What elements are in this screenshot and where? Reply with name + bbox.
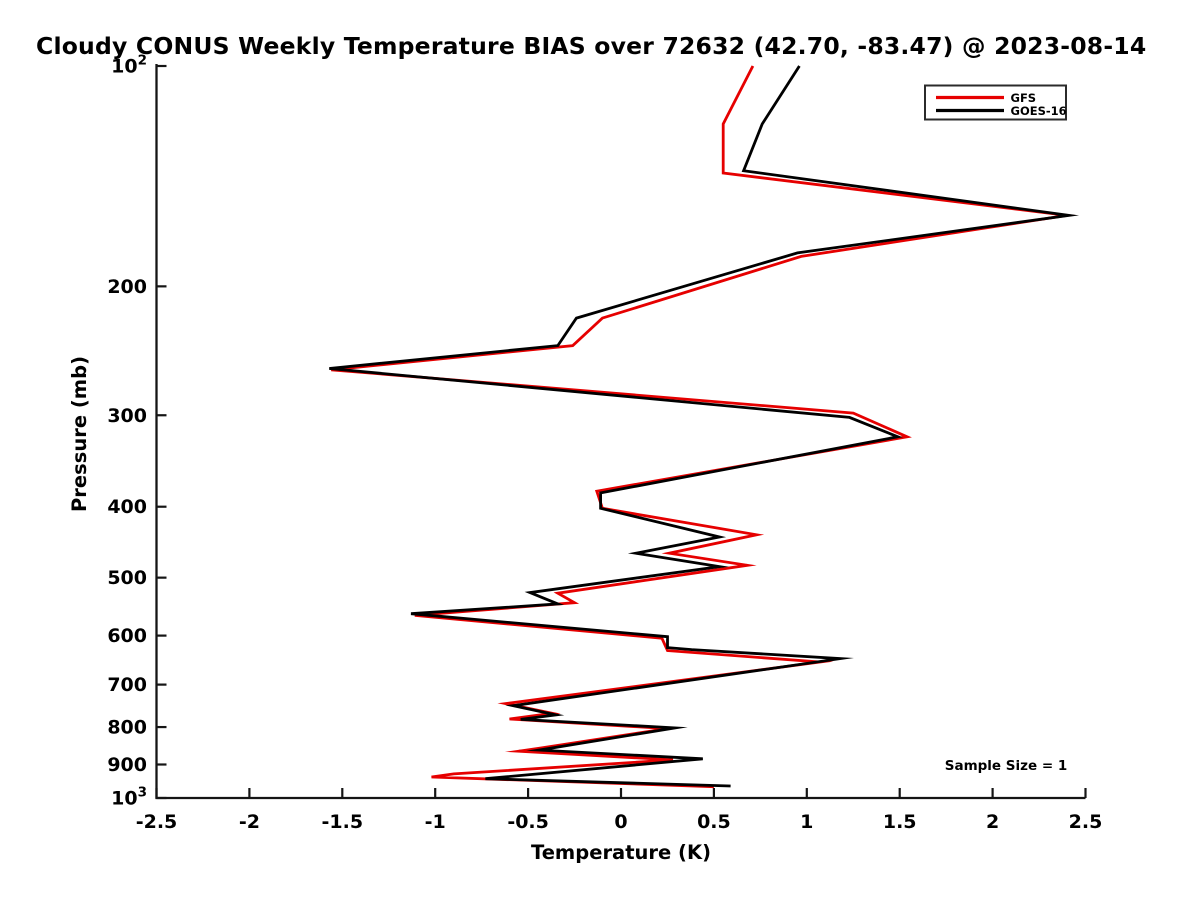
series-line-gfs	[331, 65, 1078, 789]
y-tick-label: 800	[107, 717, 147, 739]
series-line-goes-16	[329, 65, 1080, 788]
x-tick-label: -0.5	[507, 811, 549, 833]
y-tick-label: 600	[107, 625, 147, 647]
x-tick-label: 2.5	[1069, 811, 1103, 833]
y-tick-label: 700	[107, 674, 147, 696]
legend-label: GOES-16	[1011, 104, 1067, 118]
x-tick-label: 0	[614, 811, 627, 833]
x-tick-label: -2	[239, 811, 260, 833]
y-tick-label: 103	[111, 785, 147, 810]
x-tick-label: 1.5	[883, 811, 917, 833]
x-axis-label: Temperature (K)	[531, 841, 711, 864]
y-tick-label: 500	[107, 567, 147, 589]
y-tick-label: 102	[111, 53, 147, 78]
y-tick-label: 400	[107, 496, 147, 518]
y-axis-label: Pressure (mb)	[68, 356, 91, 512]
x-tick-label: -1	[425, 811, 446, 833]
x-tick-label: 1	[800, 811, 813, 833]
legend-label: GFS	[1011, 91, 1037, 105]
x-tick-label: -1.5	[322, 811, 364, 833]
chart-title: Cloudy CONUS Weekly Temperature BIAS ove…	[36, 32, 1147, 60]
x-tick-label: 2	[986, 811, 999, 833]
x-tick-label: 0.5	[697, 811, 731, 833]
legend-box	[924, 84, 1067, 121]
y-tick-label: 200	[107, 276, 147, 298]
x-tick-label: -2.5	[136, 811, 178, 833]
y-tick-label: 900	[107, 754, 147, 776]
sample-size-annotation: Sample Size = 1	[945, 758, 1068, 774]
y-tick-label: 300	[107, 405, 147, 427]
